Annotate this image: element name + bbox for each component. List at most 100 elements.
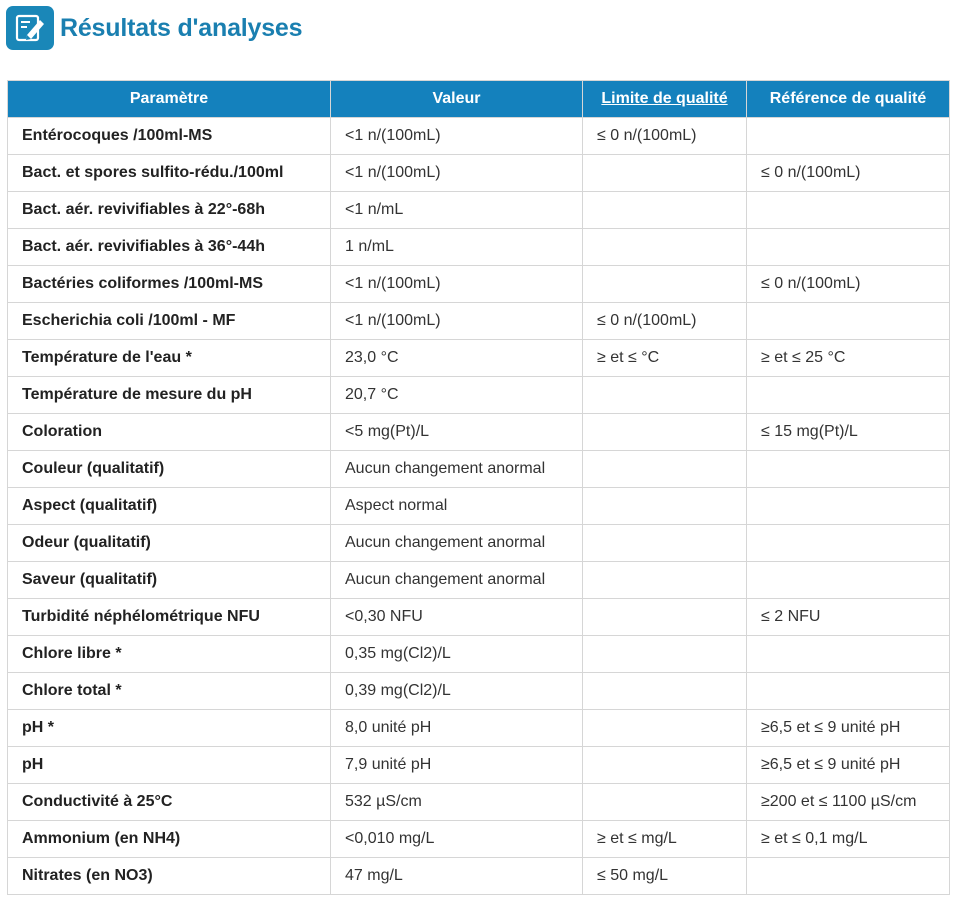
value-cell: Aucun changement anormal [330, 561, 583, 599]
table-row: Chlore libre * 0,35 mg(Cl2)/L [7, 635, 950, 673]
table-row: Bact. aér. revivifiables à 36°-44h 1 n/mL [7, 228, 950, 266]
table-row: Chlore total * 0,39 mg(Cl2)/L [7, 672, 950, 710]
limit-cell [582, 154, 747, 192]
value-cell: 8,0 unité pH [330, 709, 583, 747]
param-cell: Bact. aér. revivifiables à 36°-44h [7, 228, 331, 266]
table-row: Couleur (qualitatif) Aucun changement ano… [7, 450, 950, 488]
table-row: Odeur (qualitatif) Aucun changement anorm… [7, 524, 950, 562]
param-cell: Aspect (qualitatif) [7, 487, 331, 525]
limit-cell: ≤ 0 n/(100mL) [582, 302, 747, 340]
results-table: Paramètre Valeur Limite de qualité Référ… [7, 80, 950, 895]
value-cell: 532 µS/cm [330, 783, 583, 821]
table-row: Saveur (qualitatif) Aucun changement anor… [7, 561, 950, 599]
value-cell: 47 mg/L [330, 857, 583, 895]
param-cell: Coloration [7, 413, 331, 451]
table-row: pH 7,9 unité pH ≥6,5 et ≤ 9 unité pH [7, 746, 950, 784]
limit-cell [582, 524, 747, 562]
value-cell: <1 n/mL [330, 191, 583, 229]
reference-cell: ≥6,5 et ≤ 9 unité pH [746, 709, 950, 747]
limit-cell: ≤ 0 n/(100mL) [582, 117, 747, 155]
column-header-parametre: Paramètre [7, 80, 331, 118]
table-row: Température de l'eau * 23,0 °C ≥ et ≤ °C ≥ … [7, 339, 950, 377]
param-cell: Couleur (qualitatif) [7, 450, 331, 488]
limit-cell [582, 265, 747, 303]
limite-qualite-link[interactable]: Limite de qualité [601, 90, 728, 107]
page-title: Résultats d'analyses [60, 13, 303, 42]
value-cell: <1 n/(100mL) [330, 265, 583, 303]
param-cell: Nitrates (en NO3) [7, 857, 331, 895]
reference-cell [746, 857, 950, 895]
value-cell: 20,7 °C [330, 376, 583, 414]
limit-cell [582, 191, 747, 229]
table-row: Aspect (qualitatif) Aspect normal [7, 487, 950, 525]
reference-cell [746, 191, 950, 229]
reference-cell: ≥ et ≤ 25 °C [746, 339, 950, 377]
table-row: Conductivité à 25°C 532 µS/cm ≥200 et ≤ 11… [7, 783, 950, 821]
limit-cell [582, 228, 747, 266]
column-header-reference: Référence de qualité [746, 80, 950, 118]
param-cell: Chlore libre * [7, 635, 331, 673]
table-row: Bact. aér. revivifiables à 22°-68h <1 n/m… [7, 191, 950, 229]
table-row: Nitrates (en NO3) 47 mg/L ≤ 50 mg/L [7, 857, 950, 895]
reference-cell: ≤ 2 NFU [746, 598, 950, 636]
reference-cell: ≥6,5 et ≤ 9 unité pH [746, 746, 950, 784]
reference-cell: ≤ 0 n/(100mL) [746, 154, 950, 192]
limit-cell: ≤ 50 mg/L [582, 857, 747, 895]
param-cell: Bact. et spores sulfito-rédu./100ml [7, 154, 331, 192]
reference-cell [746, 302, 950, 340]
limit-cell [582, 561, 747, 599]
param-cell: Entérocoques /100ml-MS [7, 117, 331, 155]
limit-cell [582, 746, 747, 784]
value-cell: 23,0 °C [330, 339, 583, 377]
table-row: pH * 8,0 unité pH ≥6,5 et ≤ 9 unité pH [7, 709, 950, 747]
param-cell: pH [7, 746, 331, 784]
reference-cell: ≥ et ≤ 0,1 mg/L [746, 820, 950, 858]
table-row: Escherichia coli /100ml - MF <1 n/(100mL)… [7, 302, 950, 340]
limit-cell [582, 598, 747, 636]
param-cell: Température de l'eau * [7, 339, 331, 377]
reference-cell: ≤ 0 n/(100mL) [746, 265, 950, 303]
param-cell: pH * [7, 709, 331, 747]
param-cell: Ammonium (en NH4) [7, 820, 331, 858]
value-cell: 0,35 mg(Cl2)/L [330, 635, 583, 673]
table-row: Ammonium (en NH4) <0,010 mg/L ≥ et ≤ mg/L ≥… [7, 820, 950, 858]
reference-cell [746, 524, 950, 562]
param-cell: Escherichia coli /100ml - MF [7, 302, 331, 340]
reference-cell [746, 450, 950, 488]
table-row: Bact. et spores sulfito-rédu./100ml <1 n/… [7, 154, 950, 192]
limit-cell [582, 376, 747, 414]
param-cell: Odeur (qualitatif) [7, 524, 331, 562]
reference-cell [746, 228, 950, 266]
limit-cell: ≥ et ≤ °C [582, 339, 747, 377]
limit-cell [582, 635, 747, 673]
value-cell: <1 n/(100mL) [330, 154, 583, 192]
limit-cell: ≥ et ≤ mg/L [582, 820, 747, 858]
reference-cell: ≤ 15 mg(Pt)/L [746, 413, 950, 451]
limit-cell [582, 672, 747, 710]
column-header-valeur: Valeur [330, 80, 583, 118]
reference-cell [746, 561, 950, 599]
param-cell: Saveur (qualitatif) [7, 561, 331, 599]
value-cell: Aucun changement anormal [330, 450, 583, 488]
reference-cell: ≥200 et ≤ 1100 µS/cm [746, 783, 950, 821]
param-cell: Bact. aér. revivifiables à 22°-68h [7, 191, 331, 229]
value-cell: 0,39 mg(Cl2)/L [330, 672, 583, 710]
table-row: Entérocoques /100ml-MS <1 n/(100mL) ≤ 0 n/… [7, 117, 950, 155]
value-cell: <1 n/(100mL) [330, 117, 583, 155]
reference-cell [746, 117, 950, 155]
table-header-row: Paramètre Valeur Limite de qualité Référ… [7, 80, 950, 118]
value-cell: 7,9 unité pH [330, 746, 583, 784]
param-cell: Bactéries coliformes /100ml-MS [7, 265, 331, 303]
table-row: Bactéries coliformes /100ml-MS <1 n/(100m… [7, 265, 950, 303]
limit-cell [582, 709, 747, 747]
value-cell: 1 n/mL [330, 228, 583, 266]
reference-cell [746, 376, 950, 414]
table-row: Turbidité néphélométrique NFU <0,30 NFU ≤ … [7, 598, 950, 636]
param-cell: Conductivité à 25°C [7, 783, 331, 821]
limit-cell [582, 487, 747, 525]
limit-cell [582, 450, 747, 488]
param-cell: Turbidité néphélométrique NFU [7, 598, 331, 636]
page-header: Résultats d'analyses [6, 6, 303, 50]
value-cell: Aspect normal [330, 487, 583, 525]
reference-cell [746, 672, 950, 710]
